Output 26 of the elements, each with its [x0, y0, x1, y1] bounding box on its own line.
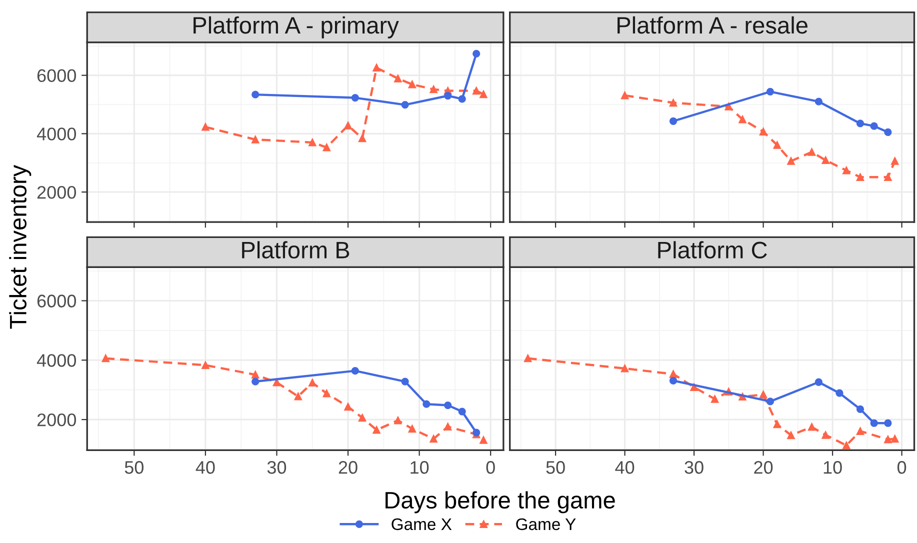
- x-tick-label: 0: [486, 461, 495, 474]
- x-tick-label: 40: [615, 461, 634, 474]
- y-tick-label: 4000: [36, 128, 76, 140]
- x-tick-label: 0: [897, 461, 906, 474]
- x-tick-label: 50: [546, 461, 565, 474]
- x-tick-label: 20: [338, 461, 358, 474]
- chart-title: Platform C: [658, 241, 767, 258]
- x-tick-label: 50: [124, 461, 144, 474]
- y-tick-label: 4000: [36, 354, 76, 367]
- x-tick-label: 20: [754, 461, 773, 474]
- y-axis-title: Ticket inventory: [9, 164, 32, 329]
- x-tick-label: 40: [196, 461, 215, 474]
- x-tick-label: 10: [824, 461, 842, 474]
- legend-label: Game Y: [516, 518, 576, 530]
- y-tick-label: 2000: [37, 186, 76, 199]
- x-axis-title: Days before the game: [386, 491, 615, 514]
- chart-title: Platform A - resale: [618, 16, 808, 34]
- y-tick-label: 2000: [37, 413, 76, 426]
- chart-title: Platform B: [242, 241, 350, 258]
- x-tick-label: 30: [267, 461, 286, 474]
- x-tick-label: 30: [684, 461, 704, 474]
- legend-label: Game X: [392, 518, 452, 530]
- y-tick-label: 6000: [37, 69, 76, 82]
- x-tick-label: 10: [410, 461, 429, 474]
- chart-title: Platform A - primary: [194, 16, 399, 38]
- y-tick-label: 6000: [37, 294, 76, 308]
